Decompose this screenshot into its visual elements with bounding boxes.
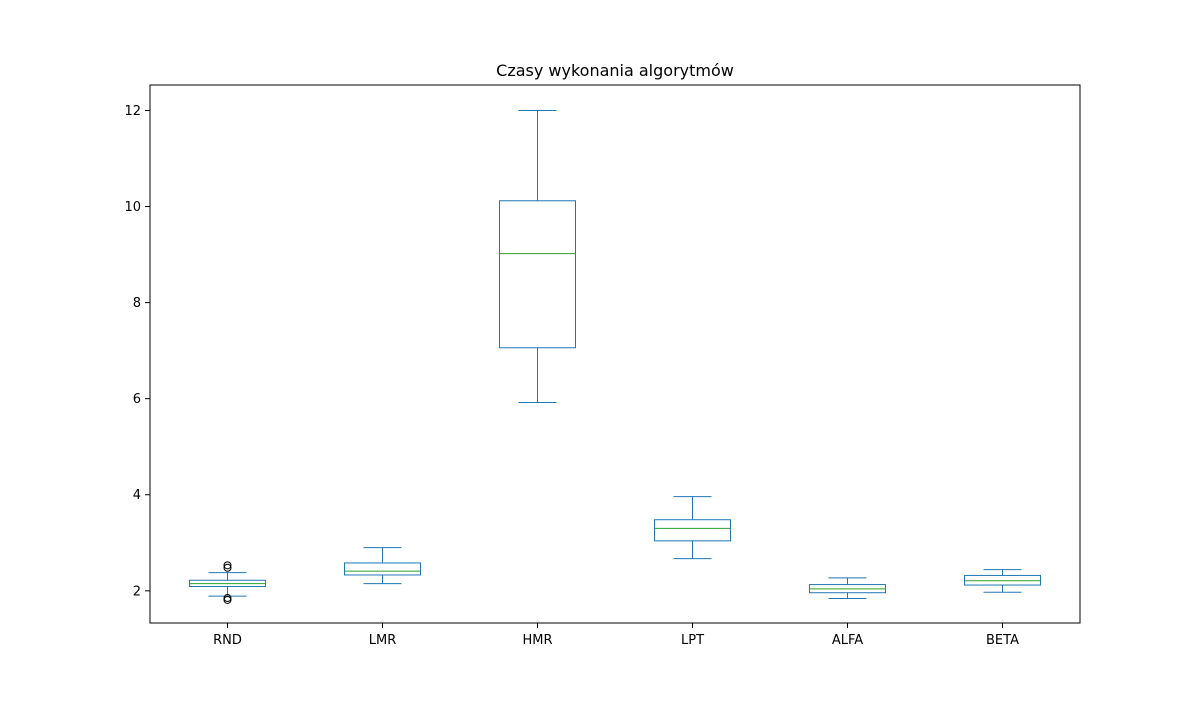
y-tick-label: 8 [133,296,141,311]
y-tick-label: 10 [124,200,141,215]
box-iqr [654,519,731,542]
x-tick-label: RND [213,633,242,648]
outlier-point [223,594,232,603]
x-tick-label: LMR [369,633,397,648]
y-tick-label: 6 [133,392,141,407]
y-tick-label: 4 [133,488,141,503]
x-tick-label: LPT [681,633,704,648]
outlier-point [223,563,232,572]
x-tick-label: HMR [522,633,552,648]
axes-frame [149,84,1081,624]
box-iqr [344,562,421,576]
y-tick-label: 12 [124,104,141,119]
x-tick-label: ALFA [832,633,863,648]
x-tick-label: BETA [986,633,1019,648]
chart-title: Czasy wykonania algorytmów [496,61,734,80]
outlier-point [223,561,232,570]
box-iqr [499,200,576,349]
y-tick-label: 2 [133,584,141,599]
plot-area: 2 4 6 8 10 12 RND LMR HMR LPT ALFA BETA [124,104,1041,648]
